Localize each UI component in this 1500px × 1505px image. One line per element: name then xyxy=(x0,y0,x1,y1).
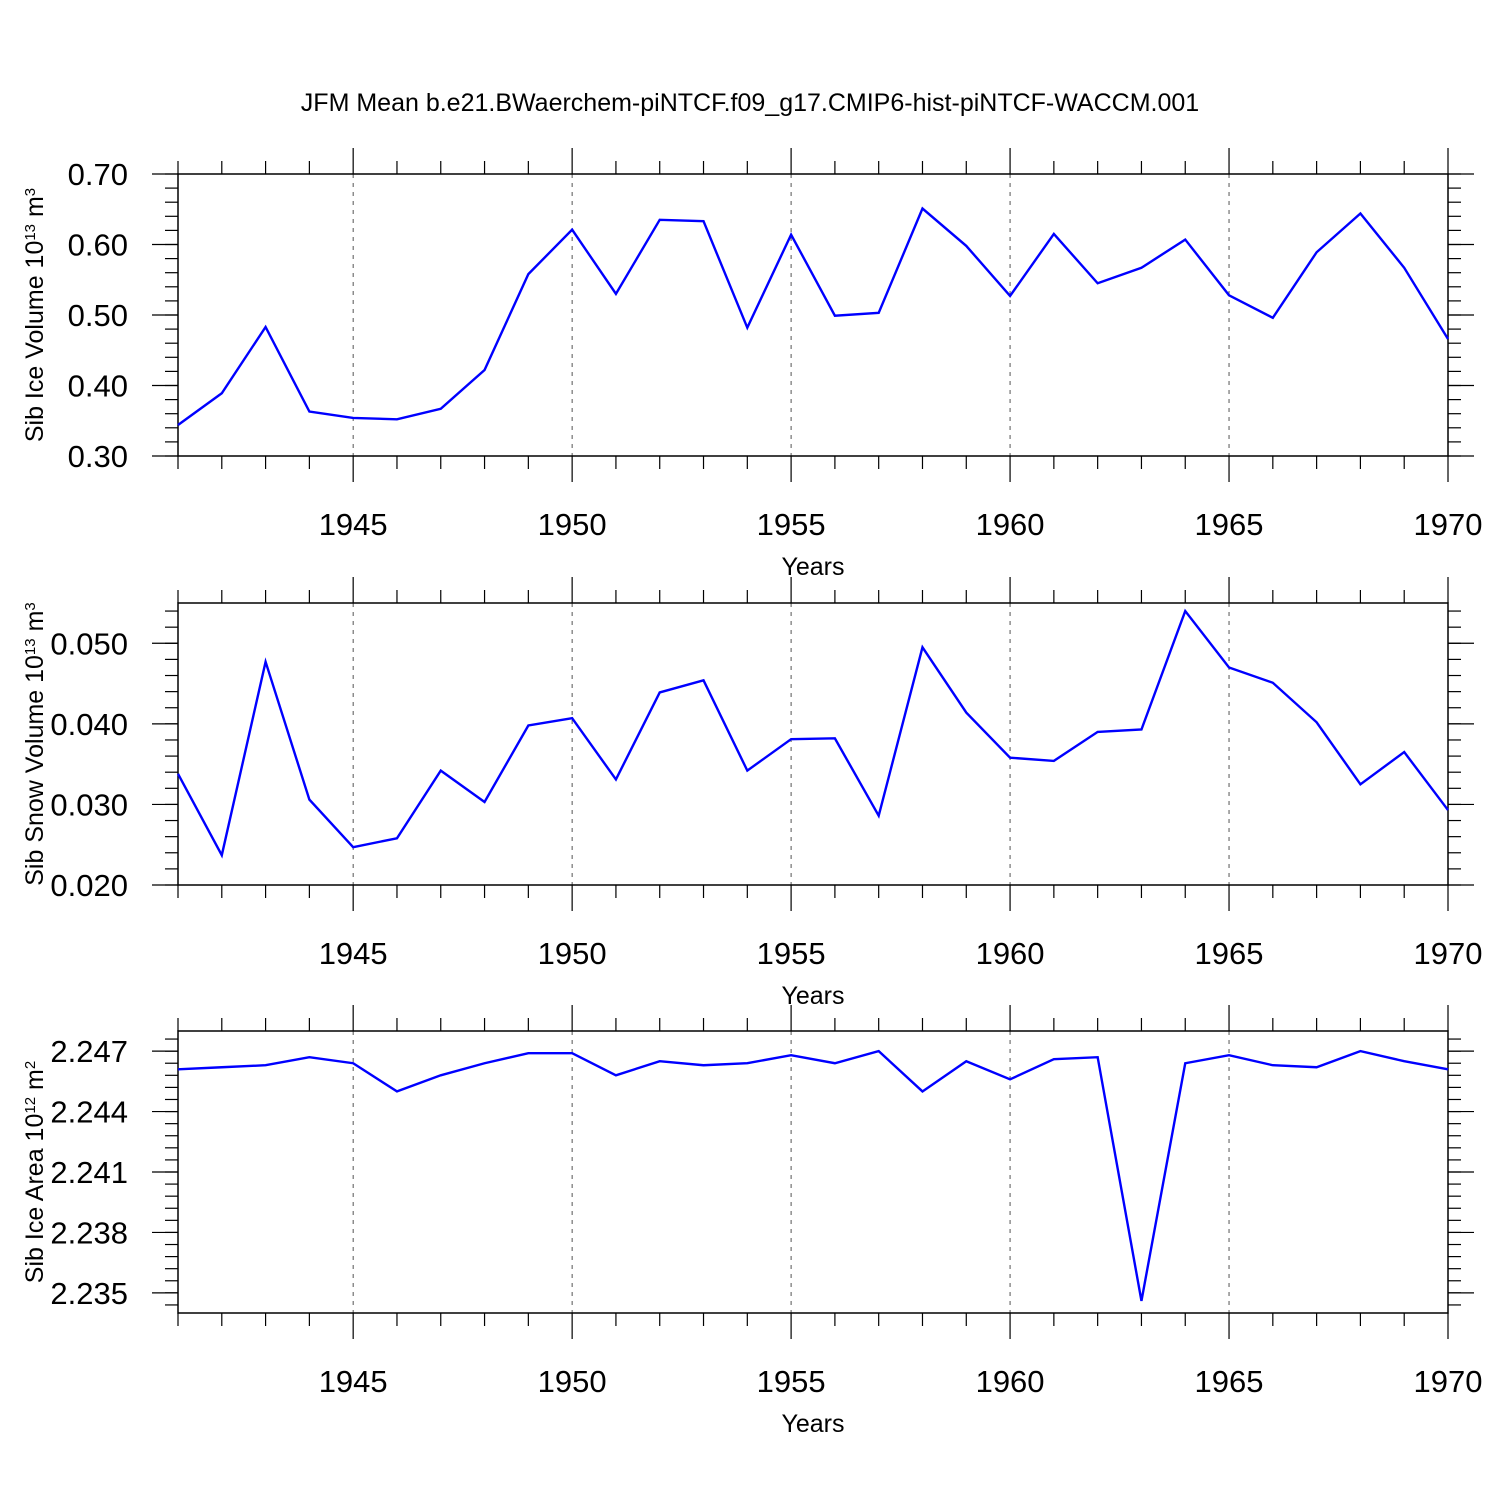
figure-title: JFM Mean b.e21.BWaerchem-piNTCF.f09_g17.… xyxy=(301,89,1199,117)
x-tick-label: 1960 xyxy=(976,936,1045,971)
y-tick-label: 0.040 xyxy=(50,707,128,742)
x-axis-title: Years xyxy=(781,1410,844,1438)
y-tick-label: 2.244 xyxy=(50,1095,128,1130)
y-tick-label: 0.020 xyxy=(50,868,128,903)
y-tick-label: 2.241 xyxy=(50,1155,128,1190)
series-line xyxy=(176,608,1449,859)
plot-frame xyxy=(177,173,1449,457)
y-tick-label: 0.050 xyxy=(50,626,128,661)
y-tick-label: 2.235 xyxy=(50,1276,128,1311)
y-tick-label: 0.030 xyxy=(50,787,128,822)
panel-2: 1945 1950 1955 1960 1965 1970 0.020 0.030 0.040 0… xyxy=(21,577,1482,1010)
panel-3: 1945 1950 1955 1960 1965 1970 2.235 2.238 2.241 2… xyxy=(21,1005,1482,1438)
x-tick-label: 1960 xyxy=(976,507,1045,542)
x-tick-label: 1945 xyxy=(319,1364,388,1399)
x-tick-label: 1970 xyxy=(1414,936,1483,971)
x-tick-label: 1960 xyxy=(976,1364,1045,1399)
x-tick-label: 1950 xyxy=(538,507,607,542)
y-axis-title: Sib Ice Area 1012 m2 xyxy=(21,1061,49,1283)
x-tick-label: 1970 xyxy=(1414,507,1483,542)
series-line xyxy=(177,1049,1449,1302)
y-tick-label: 0.30 xyxy=(68,439,128,474)
x-axis-title: Years xyxy=(781,553,844,581)
y-axis-title: Sib Snow Volume 1013 m3 xyxy=(21,602,49,886)
x-tick-label: 1965 xyxy=(1195,507,1264,542)
y-tick-label: 0.50 xyxy=(68,298,128,333)
x-tick-label: 1950 xyxy=(538,1364,607,1399)
panel-1: 1945 1950 1955 1960 1965 1970 0.30 0.40 0.50 0.60… xyxy=(21,148,1482,581)
y-tick-label: 0.60 xyxy=(68,228,128,263)
x-tick-label: 1945 xyxy=(319,507,388,542)
y-tick-label: 0.40 xyxy=(68,369,128,404)
x-tick-label: 1945 xyxy=(319,936,388,971)
x-tick-label: 1955 xyxy=(757,1364,826,1399)
x-tick-label: 1965 xyxy=(1195,936,1264,971)
y-tick-label: 2.247 xyxy=(50,1034,128,1069)
x-tick-label: 1970 xyxy=(1414,1364,1483,1399)
plot-frame xyxy=(177,602,1449,886)
x-tick-label: 1950 xyxy=(538,936,607,971)
x-tick-label: 1965 xyxy=(1195,1364,1264,1399)
x-tick-label: 1955 xyxy=(757,936,826,971)
series-line xyxy=(177,206,1450,426)
x-axis-title: Years xyxy=(781,982,844,1010)
y-tick-label: 2.238 xyxy=(50,1215,128,1250)
y-tick-label: 0.70 xyxy=(68,157,128,192)
y-axis-title: Sib Ice Volume 1013 m3 xyxy=(21,188,49,442)
x-tick-label: 1955 xyxy=(757,507,826,542)
